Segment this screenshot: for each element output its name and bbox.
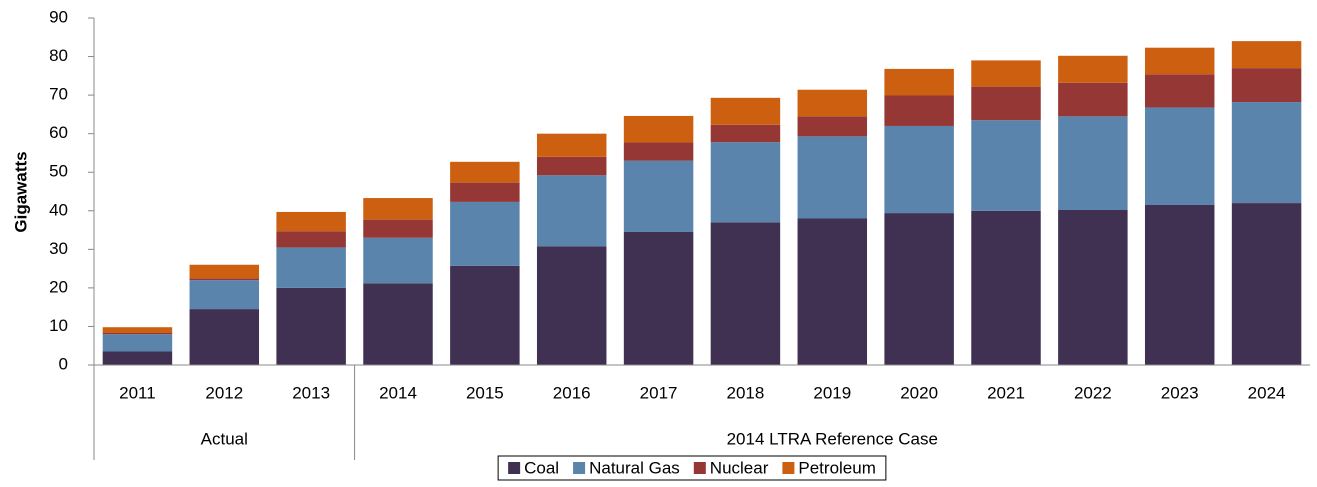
x-tick-label: 2015 — [466, 383, 504, 402]
y-tick-label: 80 — [49, 46, 68, 65]
x-tick-label: 2018 — [727, 383, 765, 402]
bar-segment — [276, 211, 346, 232]
bar-segment — [536, 133, 607, 157]
bar-segment — [623, 160, 694, 232]
legend-label: Nuclear — [710, 458, 769, 477]
bar-segment — [971, 86, 1041, 121]
bar-segment — [1231, 102, 1302, 204]
bar-segment — [884, 68, 954, 96]
y-tick-label: 40 — [49, 200, 68, 219]
bar-segment — [536, 175, 607, 247]
bar-segment — [1144, 107, 1215, 205]
y-tick-label: 70 — [49, 85, 68, 104]
bar-segment — [450, 182, 520, 202]
bar-segment — [102, 327, 173, 333]
bar-segment — [450, 161, 520, 183]
bar-segment — [623, 115, 694, 143]
bar-segment — [797, 89, 868, 117]
legend: Coal Natural Gas Nuclear Petroleum — [497, 455, 887, 481]
bar-segment — [1058, 210, 1128, 365]
x-tick-label: 2017 — [640, 383, 678, 402]
bar-segment — [710, 222, 781, 365]
y-axis-label: Gigawatts — [11, 151, 30, 232]
bar-segment — [450, 265, 520, 365]
legend-label: Natural Gas — [589, 458, 680, 477]
x-tick-label: 2022 — [1074, 383, 1112, 402]
bar-segment — [1231, 203, 1302, 365]
legend-box — [497, 455, 887, 481]
x-tick-label: 2023 — [1161, 383, 1199, 402]
bar-segment — [710, 97, 781, 125]
bar-segment — [1144, 204, 1215, 365]
y-tick-label: 50 — [49, 162, 68, 181]
legend-swatch — [573, 462, 586, 474]
x-tick-label: 2013 — [292, 383, 330, 402]
bar-segment — [971, 60, 1041, 87]
bar-segment — [623, 231, 694, 365]
y-tick-label: 90 — [49, 7, 68, 26]
bar-segment — [1144, 74, 1215, 108]
bar-segment — [276, 231, 346, 248]
bar-segment — [884, 125, 954, 214]
bar-segment — [797, 136, 868, 219]
legend-swatch — [693, 462, 706, 474]
bar-segment — [276, 287, 346, 365]
bar-segment — [189, 278, 260, 281]
y-tick-label: 30 — [49, 239, 68, 258]
legend-swatch — [782, 462, 795, 474]
bar-segment — [536, 246, 607, 365]
bar-segment — [884, 213, 954, 365]
bar-segment — [102, 351, 173, 365]
x-tick-label: 2024 — [1248, 383, 1286, 402]
bar-segment — [102, 334, 173, 352]
bar-segment — [363, 237, 433, 284]
x-tick-label: 2021 — [987, 383, 1025, 402]
bar-segment — [884, 95, 954, 126]
bar-segment — [1058, 82, 1128, 117]
legend-label: Coal — [524, 458, 559, 477]
bar-segment — [189, 264, 260, 279]
bar-segment — [797, 116, 868, 137]
bar-segment — [363, 198, 433, 220]
x-tick-label: 2020 — [900, 383, 938, 402]
y-tick-label: 20 — [49, 277, 68, 296]
y-tick-label: 0 — [59, 354, 68, 373]
bar-segment — [363, 219, 433, 238]
bar-segment — [971, 210, 1041, 365]
y-tick-label: 60 — [49, 123, 68, 142]
x-tick-label: 2019 — [813, 383, 851, 402]
bar-segment — [1058, 116, 1128, 211]
bar-segment — [1058, 55, 1128, 83]
bar-segment — [1144, 47, 1215, 75]
x-tick-label: 2012 — [205, 383, 243, 402]
legend-swatch — [508, 462, 521, 474]
bar-segment — [1231, 41, 1302, 69]
bar-segment — [189, 309, 260, 365]
group-label: Actual — [201, 429, 248, 448]
bar-segment — [1231, 68, 1302, 103]
bar-segment — [536, 156, 607, 176]
group-label: 2014 LTRA Reference Case — [727, 429, 938, 448]
bar-segment — [710, 142, 781, 223]
x-tick-label: 2011 — [119, 383, 156, 402]
bar-segment — [710, 124, 781, 143]
bar-segment — [276, 247, 346, 288]
legend-label: Petroleum — [798, 458, 875, 477]
bar-segment — [189, 280, 260, 310]
bar-segment — [971, 120, 1041, 211]
x-tick-label: 2014 — [379, 383, 417, 402]
x-tick-label: 2016 — [553, 383, 591, 402]
bar-segment — [797, 218, 868, 365]
bar-segment — [363, 283, 433, 365]
bar-segment — [623, 142, 694, 161]
y-tick-label: 10 — [49, 316, 68, 335]
bar-segment — [102, 332, 173, 335]
bar-segment — [450, 201, 520, 266]
